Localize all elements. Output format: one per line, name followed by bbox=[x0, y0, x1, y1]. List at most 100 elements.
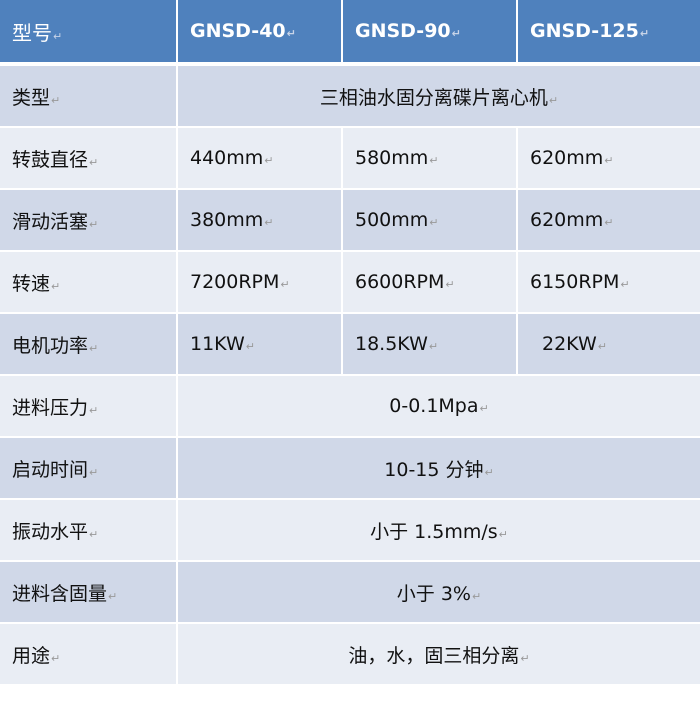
paragraph-mark-icon: ↵ bbox=[89, 217, 99, 231]
cell-value: 440mm bbox=[190, 147, 264, 169]
paragraph-mark-icon: ↵ bbox=[445, 278, 455, 291]
cell-value: 6150RPM bbox=[530, 271, 620, 293]
header-model-cell: GNSD-40↵ bbox=[178, 0, 343, 66]
cell-value: 18.5KW bbox=[355, 333, 428, 355]
row-label: 类型 bbox=[12, 86, 51, 109]
paragraph-mark-icon: ↵ bbox=[51, 279, 61, 293]
model-name: GNSD-125 bbox=[530, 20, 639, 42]
paragraph-mark-icon: ↵ bbox=[484, 465, 494, 479]
cell-value: 三相油水固分离碟片离心机 bbox=[319, 86, 548, 109]
merged-value-cell: 小于 1.5mm/s↵ bbox=[178, 500, 700, 562]
row-label-cell: 转速↵ bbox=[0, 252, 178, 314]
row-label-cell: 类型↵ bbox=[0, 66, 178, 128]
row-label-cell: 振动水平↵ bbox=[0, 500, 178, 562]
cell-value: 500mm bbox=[355, 209, 429, 231]
value-cell: 11KW↵ bbox=[178, 314, 343, 376]
row-label: 转鼓直径 bbox=[12, 148, 89, 171]
paragraph-mark-icon: ↵ bbox=[604, 216, 614, 229]
spec-table: 型号↵ GNSD-40↵ GNSD-90↵ GNSD-125↵ 类型↵ 三相油水固… bbox=[0, 0, 700, 686]
table-row: 振动水平↵ 小于 1.5mm/s↵ bbox=[0, 500, 700, 562]
paragraph-mark-icon: ↵ bbox=[498, 527, 508, 541]
header-model-cell: GNSD-125↵ bbox=[518, 0, 700, 66]
value-cell: 620mm↵ bbox=[518, 128, 700, 190]
cell-value: 油，水，固三相分离 bbox=[348, 644, 520, 667]
paragraph-mark-icon: ↵ bbox=[639, 27, 650, 40]
row-label: 进料压力 bbox=[12, 396, 89, 419]
cell-value: 小于 1.5mm/s bbox=[370, 520, 498, 543]
header-label: 型号 bbox=[12, 20, 52, 45]
value-cell: 7200RPM↵ bbox=[178, 252, 343, 314]
cell-value: 22KW bbox=[542, 333, 597, 355]
value-cell: 580mm↵ bbox=[343, 128, 518, 190]
row-label: 电机功率 bbox=[12, 334, 89, 357]
header-row: 型号↵ GNSD-40↵ GNSD-90↵ GNSD-125↵ bbox=[0, 0, 700, 66]
cell-value: 620mm bbox=[530, 147, 604, 169]
cell-value: 10-15 分钟 bbox=[384, 458, 484, 481]
paragraph-mark-icon: ↵ bbox=[264, 216, 274, 229]
table-row: 用途↵ 油，水，固三相分离↵ bbox=[0, 624, 700, 686]
row-label: 启动时间 bbox=[12, 458, 89, 481]
row-label-cell: 启动时间↵ bbox=[0, 438, 178, 500]
paragraph-mark-icon: ↵ bbox=[89, 527, 99, 541]
cell-value: 380mm bbox=[190, 209, 264, 231]
value-cell: 500mm↵ bbox=[343, 190, 518, 252]
value-cell: 620mm↵ bbox=[518, 190, 700, 252]
cell-value: 小于 3% bbox=[396, 582, 471, 605]
table-row: 启动时间↵ 10-15 分钟↵ bbox=[0, 438, 700, 500]
paragraph-mark-icon: ↵ bbox=[89, 403, 99, 417]
paragraph-mark-icon: ↵ bbox=[245, 340, 255, 353]
paragraph-mark-icon: ↵ bbox=[89, 465, 99, 479]
value-cell: 380mm↵ bbox=[178, 190, 343, 252]
paragraph-mark-icon: ↵ bbox=[264, 154, 274, 167]
table-row: 转鼓直径↵ 440mm↵ 580mm↵ 620mm↵ bbox=[0, 128, 700, 190]
paragraph-mark-icon: ↵ bbox=[53, 29, 63, 43]
value-cell: 18.5KW↵ bbox=[343, 314, 518, 376]
value-cell: 6600RPM↵ bbox=[343, 252, 518, 314]
paragraph-mark-icon: ↵ bbox=[89, 341, 99, 355]
table-row: 进料压力↵ 0-0.1Mpa↵ bbox=[0, 376, 700, 438]
table-row: 类型↵ 三相油水固分离碟片离心机↵ bbox=[0, 66, 700, 128]
row-label: 进料含固量 bbox=[12, 582, 108, 605]
cell-value: 6600RPM bbox=[355, 271, 445, 293]
merged-value-cell: 10-15 分钟↵ bbox=[178, 438, 700, 500]
header-model-cell: GNSD-90↵ bbox=[343, 0, 518, 66]
paragraph-mark-icon: ↵ bbox=[108, 589, 118, 603]
value-cell: 440mm↵ bbox=[178, 128, 343, 190]
table-row: 转速↵ 7200RPM↵ 6600RPM↵ 6150RPM↵ bbox=[0, 252, 700, 314]
row-label-cell: 滑动活塞↵ bbox=[0, 190, 178, 252]
paragraph-mark-icon: ↵ bbox=[479, 402, 489, 415]
merged-value-cell: 油，水，固三相分离↵ bbox=[178, 624, 700, 686]
value-cell: 6150RPM↵ bbox=[518, 252, 700, 314]
paragraph-mark-icon: ↵ bbox=[429, 154, 439, 167]
row-label-cell: 进料压力↵ bbox=[0, 376, 178, 438]
row-label-cell: 电机功率↵ bbox=[0, 314, 178, 376]
table-row: 滑动活塞↵ 380mm↵ 500mm↵ 620mm↵ bbox=[0, 190, 700, 252]
merged-value-cell: 小于 3%↵ bbox=[178, 562, 700, 624]
cell-value: 0-0.1Mpa bbox=[389, 395, 479, 417]
paragraph-mark-icon: ↵ bbox=[604, 154, 614, 167]
paragraph-mark-icon: ↵ bbox=[620, 278, 630, 291]
paragraph-mark-icon: ↵ bbox=[428, 340, 439, 353]
paragraph-mark-icon: ↵ bbox=[51, 651, 61, 665]
merged-value-cell: 0-0.1Mpa↵ bbox=[178, 376, 700, 438]
row-label-cell: 进料含固量↵ bbox=[0, 562, 178, 624]
table-row: 电机功率↵ 11KW↵ 18.5KW↵ 22KW↵ bbox=[0, 314, 700, 376]
row-label-cell: 转鼓直径↵ bbox=[0, 128, 178, 190]
row-label: 滑动活塞 bbox=[12, 210, 89, 233]
row-label: 用途 bbox=[12, 644, 51, 667]
cell-value: 620mm bbox=[530, 209, 604, 231]
model-name: GNSD-40 bbox=[190, 20, 286, 42]
paragraph-mark-icon: ↵ bbox=[451, 27, 461, 40]
cell-value: 7200RPM bbox=[190, 271, 280, 293]
header-label-cell: 型号↵ bbox=[0, 0, 178, 66]
paragraph-mark-icon: ↵ bbox=[89, 155, 99, 169]
paragraph-mark-icon: ↵ bbox=[597, 340, 607, 353]
row-label-cell: 用途↵ bbox=[0, 624, 178, 686]
merged-value-cell: 三相油水固分离碟片离心机↵ bbox=[178, 66, 700, 128]
paragraph-mark-icon: ↵ bbox=[548, 93, 559, 107]
table-row: 进料含固量↵ 小于 3%↵ bbox=[0, 562, 700, 624]
value-cell: 22KW↵ bbox=[518, 314, 700, 376]
paragraph-mark-icon: ↵ bbox=[51, 93, 61, 107]
cell-value: 580mm bbox=[355, 147, 429, 169]
paragraph-mark-icon: ↵ bbox=[286, 27, 296, 40]
